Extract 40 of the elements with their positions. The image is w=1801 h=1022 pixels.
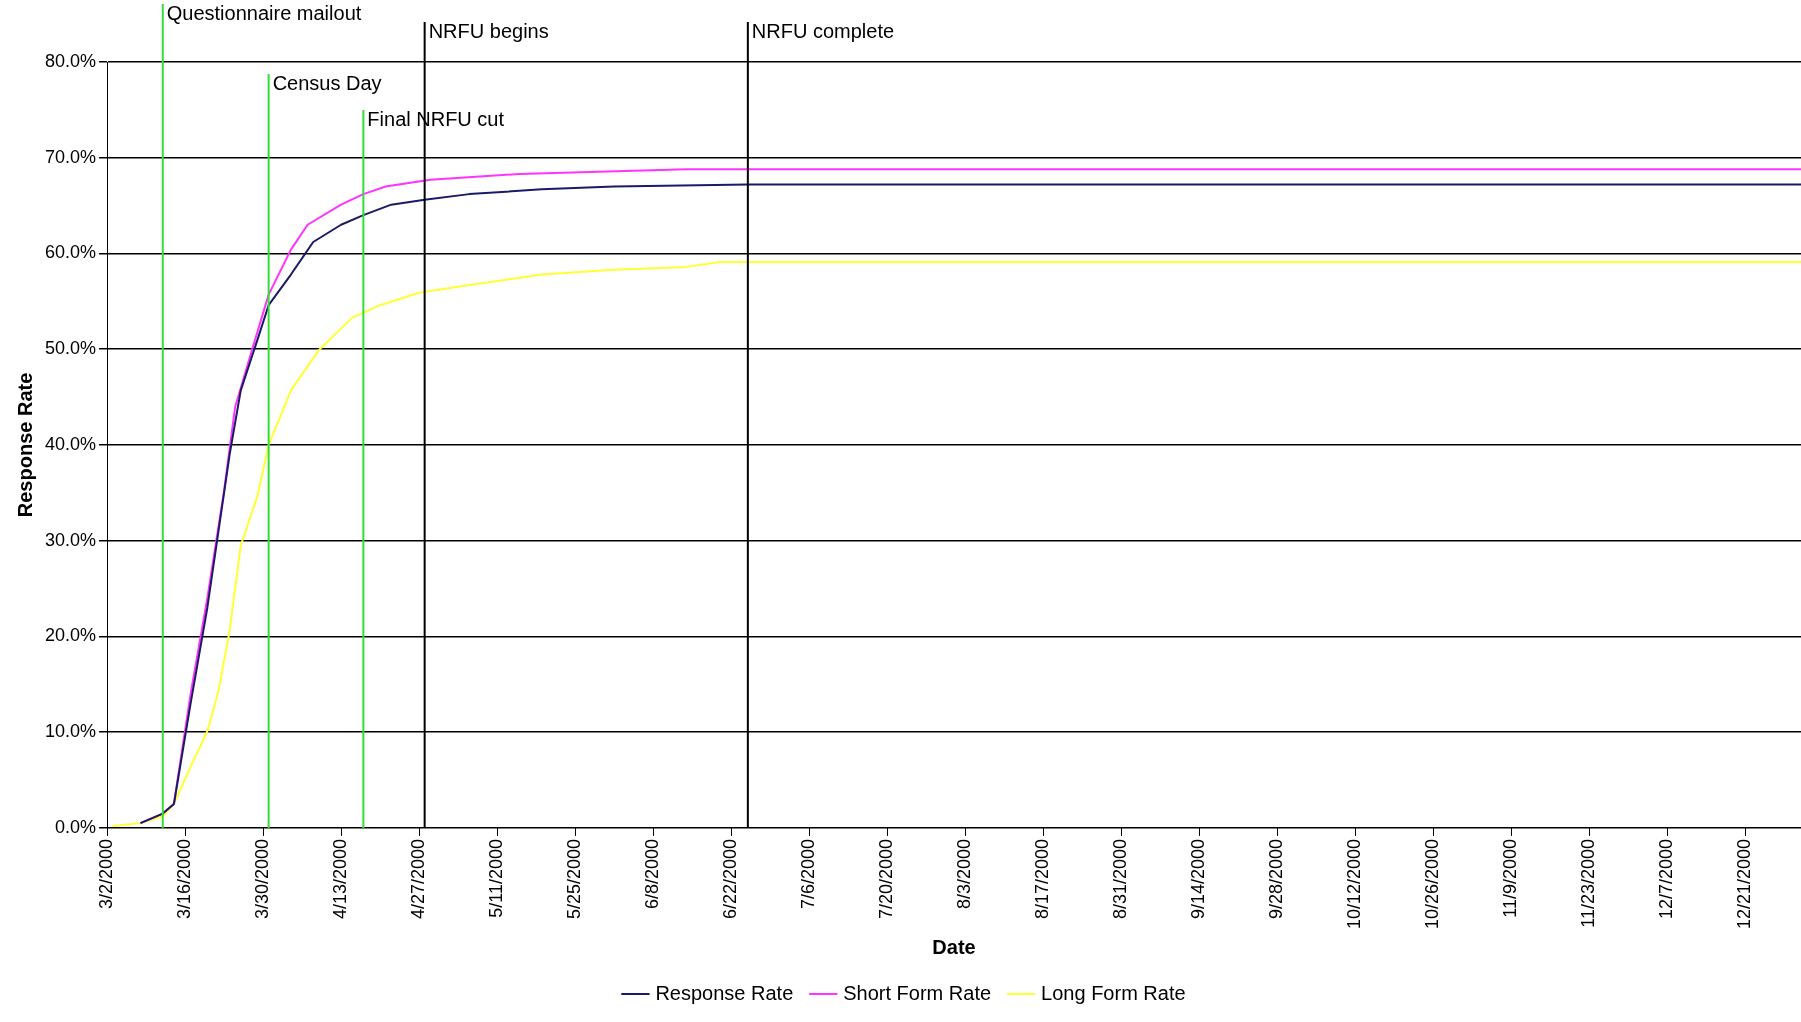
x-tick-label: 11/9/2000	[1500, 838, 1521, 918]
ref-line-label: NRFU complete	[751, 19, 895, 42]
x-tick-label: 11/23/2000	[1578, 838, 1599, 928]
legend-label: Long Form Rate	[1041, 981, 1186, 1004]
x-tick-label: 6/22/2000	[720, 838, 741, 919]
y-tick-label: 50.0%	[44, 338, 97, 359]
x-tick-label: 7/6/2000	[798, 838, 819, 909]
x-tick-label: 5/11/2000	[486, 838, 507, 918]
x-tick-label: 10/26/2000	[1422, 838, 1443, 930]
y-tick-label: 30.0%	[44, 529, 97, 550]
x-tick-label: 8/3/2000	[954, 838, 975, 909]
y-tick-label: 80.0%	[44, 50, 97, 71]
x-tick-label: 10/12/2000	[1344, 838, 1365, 930]
ref-line-label: Questionnaire mailout	[166, 1, 362, 24]
y-tick-label: 40.0%	[44, 433, 97, 454]
x-tick-label: 5/25/2000	[564, 838, 585, 919]
y-tick-label: 0.0%	[55, 816, 97, 837]
x-tick-label: 3/30/2000	[252, 838, 273, 919]
y-tick-label: 60.0%	[44, 242, 97, 263]
x-tick-label: 9/28/2000	[1266, 838, 1287, 919]
x-tick-label: 9/14/2000	[1188, 838, 1209, 919]
x-tick-label: 3/2/2000	[96, 838, 117, 909]
x-tick-label: 7/20/2000	[876, 838, 897, 919]
x-tick-label: 12/7/2000	[1656, 838, 1677, 919]
ref-line-label: NRFU begins	[428, 19, 549, 42]
y-tick-label: 10.0%	[44, 721, 97, 742]
y-tick-label: 70.0%	[44, 146, 97, 167]
x-tick-label: 4/27/2000	[408, 838, 429, 919]
x-axis-title: Date	[932, 935, 976, 958]
x-tick-label: 8/31/2000	[1110, 838, 1131, 919]
x-tick-label: 4/13/2000	[330, 838, 351, 919]
ref-line-label: Census Day	[272, 71, 382, 94]
x-tick-label: 12/21/2000	[1734, 838, 1755, 930]
x-tick-label: 8/17/2000	[1032, 838, 1053, 919]
legend-label: Response Rate	[655, 981, 794, 1004]
legend-label: Short Form Rate	[843, 981, 992, 1004]
y-tick-label: 20.0%	[44, 625, 97, 646]
x-tick-label: 3/16/2000	[174, 838, 195, 919]
y-axis-title: Response Rate	[13, 372, 36, 518]
x-tick-label: 6/8/2000	[642, 838, 663, 909]
